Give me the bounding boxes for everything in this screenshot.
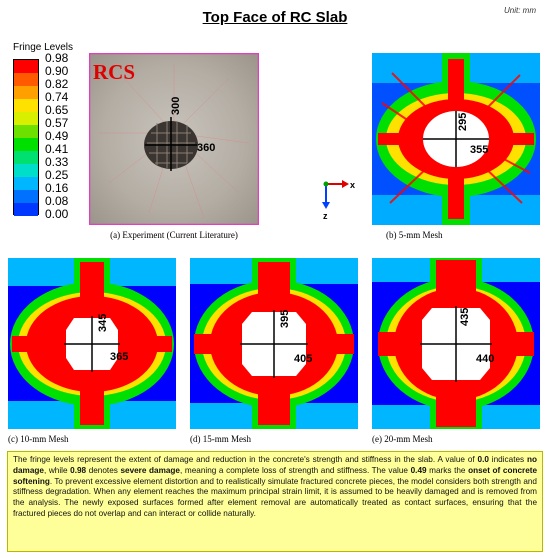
legend-swatch bbox=[14, 125, 38, 138]
legend-swatch bbox=[14, 73, 38, 86]
legend-swatch bbox=[14, 86, 38, 99]
panel-10mm-mesh: 345 365 bbox=[8, 258, 176, 429]
x-axis-label: x bbox=[350, 180, 355, 190]
note-emphasis: 0.98 bbox=[70, 465, 87, 475]
note-text: . To prevent excessive element distortio… bbox=[13, 476, 537, 518]
legend-swatch bbox=[14, 164, 38, 177]
dimension-vertical: 295 bbox=[457, 113, 469, 131]
axis-triad: x z bbox=[316, 172, 356, 222]
legend-swatch bbox=[14, 203, 38, 216]
legend-swatch bbox=[14, 99, 38, 112]
legend-level-label: 0.65 bbox=[45, 103, 69, 117]
legend-swatch bbox=[14, 112, 38, 125]
note-text: indicates bbox=[488, 455, 527, 464]
dimension-horizontal: 360 bbox=[197, 142, 215, 154]
unit-label: Unit: mm bbox=[504, 6, 536, 15]
dimension-horizontal: 355 bbox=[470, 144, 488, 156]
dimension-vertical: 300 bbox=[170, 97, 182, 115]
note-text: The fringe levels represent the extent o… bbox=[13, 455, 478, 464]
dimension-horizontal: 365 bbox=[110, 351, 128, 363]
legend-title: Fringe Levels bbox=[13, 42, 74, 53]
caption-a: (a) Experiment (Current Literature) bbox=[110, 230, 238, 240]
caption-c: (c) 10-mm Mesh bbox=[8, 434, 69, 444]
caption-b: (b) 5-mm Mesh bbox=[386, 230, 443, 240]
note-text: , while bbox=[43, 465, 71, 475]
panel-15mm-mesh: 395 405 bbox=[190, 258, 358, 429]
legend-swatch bbox=[14, 60, 38, 73]
note-emphasis: 0.0 bbox=[477, 455, 489, 464]
note-emphasis: severe damage bbox=[120, 465, 180, 475]
caption-d: (d) 15-mm Mesh bbox=[190, 434, 251, 444]
legend-swatch bbox=[14, 177, 38, 190]
explanation-note: The fringe levels represent the extent o… bbox=[7, 451, 543, 552]
legend-level-label: 0.00 bbox=[45, 207, 69, 221]
legend-level-label: 0.41 bbox=[45, 142, 69, 156]
legend-swatch bbox=[14, 190, 38, 203]
panel-5mm-mesh: 295 355 bbox=[372, 53, 540, 225]
legend-labels: 0.98 0.90 0.82 0.74 0.65 0.57 0.49 0.41 0.33 0.25… bbox=[45, 52, 68, 221]
note-text: , meaning a complete loss of strength an… bbox=[180, 465, 411, 475]
note-text: marks the bbox=[426, 465, 469, 475]
figure-title: Top Face of RC Slab bbox=[202, 9, 348, 26]
note-emphasis: onset of concrete softening bbox=[13, 465, 538, 486]
caption-e: (e) 20-mm Mesh bbox=[372, 434, 433, 444]
note-emphasis: 0.49 bbox=[410, 465, 427, 475]
legend-level-label: 0.57 bbox=[45, 116, 69, 130]
legend-level-label: 0.33 bbox=[45, 155, 69, 169]
legend-level-label: 0.16 bbox=[45, 181, 69, 195]
dimension-horizontal: 405 bbox=[294, 353, 312, 365]
panel-experiment: RCS 300 360 bbox=[89, 53, 259, 225]
legend-level-label: 0.82 bbox=[45, 77, 69, 91]
dimension-vertical: 395 bbox=[279, 310, 291, 328]
legend-level-label: 0.08 bbox=[45, 194, 69, 208]
legend-level-label: 0.90 bbox=[45, 64, 69, 78]
fringe-legend: 0.98 0.90 0.82 0.74 0.65 0.57 0.49 0.41 0.33 0.25… bbox=[13, 52, 91, 221]
dimension-vertical: 435 bbox=[459, 308, 471, 326]
legend-swatch bbox=[14, 138, 38, 151]
dimension-vertical: 345 bbox=[97, 314, 109, 332]
legend-color-bar bbox=[13, 59, 39, 216]
legend-level-label: 0.98 bbox=[45, 51, 69, 65]
legend-level-label: 0.49 bbox=[45, 129, 69, 143]
note-text: denotes bbox=[86, 465, 121, 475]
note-emphasis: no damage bbox=[13, 455, 537, 475]
z-axis-label: z bbox=[323, 211, 328, 221]
legend-swatch bbox=[14, 151, 38, 164]
legend-level-label: 0.74 bbox=[45, 90, 69, 104]
legend-level-label: 0.25 bbox=[45, 168, 69, 182]
rcs-label: RCS bbox=[93, 60, 135, 84]
panel-20mm-mesh: 435 440 bbox=[372, 258, 540, 429]
dimension-horizontal: 440 bbox=[476, 353, 494, 365]
